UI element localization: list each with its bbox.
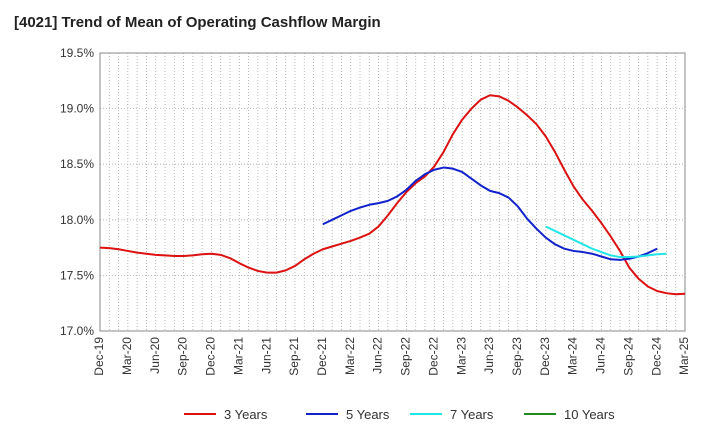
x-tick-label: Jun-21 [259, 337, 273, 374]
legend-label: 7 Years [450, 407, 494, 422]
y-tick-label: 17.0% [60, 324, 94, 338]
x-tick-label: Jun-20 [148, 337, 162, 374]
x-tick-label: Dec-21 [315, 337, 329, 376]
x-tick-label: Mar-21 [231, 337, 245, 375]
x-tick-label: Jun-23 [482, 337, 496, 374]
x-tick-label: Sep-21 [287, 337, 301, 376]
x-tick-label: Dec-23 [538, 337, 552, 376]
grid-lines [100, 53, 685, 331]
x-tick-label: Mar-20 [120, 337, 134, 375]
x-tick-label: Mar-23 [454, 337, 468, 375]
legend-label: 10 Years [564, 407, 615, 422]
y-tick-label: 18.5% [60, 157, 94, 171]
x-tick-label: Jun-22 [371, 337, 385, 374]
series-lines [99, 94, 686, 296]
x-tick-label: Sep-23 [510, 337, 524, 376]
legend-label: 3 Years [224, 407, 268, 422]
y-tick-label: 19.5% [60, 46, 94, 60]
x-tick-label: Dec-19 [92, 337, 106, 376]
x-tick-label: Mar-22 [343, 337, 357, 375]
y-tick-label: 17.5% [60, 268, 94, 282]
x-tick-label: Dec-24 [649, 337, 663, 376]
series-line-5-years [322, 166, 658, 261]
x-tick-label: Mar-24 [566, 337, 580, 375]
series-line-7-years [545, 225, 667, 259]
series-line-3-years [99, 94, 686, 296]
plot-frame [99, 52, 686, 332]
x-tick-label: Sep-20 [176, 337, 190, 376]
x-tick-label: Dec-20 [204, 337, 218, 376]
chart-title: [4021] Trend of Mean of Operating Cashfl… [14, 14, 381, 31]
x-tick-label: Jun-24 [594, 337, 608, 374]
y-tick-label: 19.0% [60, 102, 94, 116]
legend: 3 Years 5 Years 7 Years 10 Years [184, 407, 615, 422]
legend-label: 5 Years [346, 407, 390, 422]
y-tick-label: 18.0% [60, 213, 94, 227]
axis-labels: 17.0% 17.5% 18.0% 18.5% 19.0% 19.5% Dec-19 Mar-… [60, 46, 691, 376]
x-tick-label: Mar-25 [677, 337, 691, 375]
x-tick-label: Sep-22 [399, 337, 413, 376]
x-tick-label: Dec-22 [426, 337, 440, 376]
x-tick-label: Sep-24 [621, 337, 635, 376]
